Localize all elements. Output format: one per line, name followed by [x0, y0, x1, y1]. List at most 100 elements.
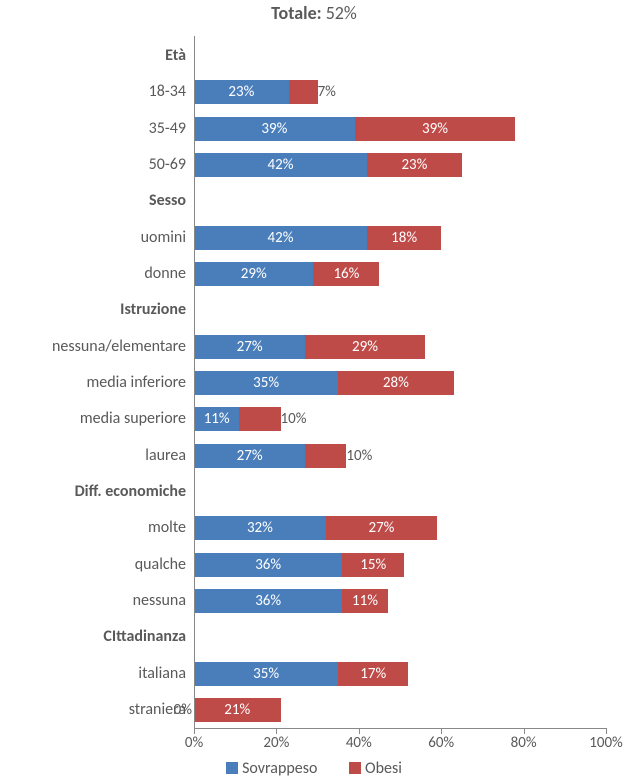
legend-item-obesi: Obesi — [349, 759, 402, 778]
row-label: qualche — [0, 557, 186, 573]
x-tick-label: 100% — [589, 734, 623, 752]
bar-segment-obesi: 7% — [289, 80, 318, 104]
bar-value-obesi: 10% — [281, 407, 307, 431]
y-axis-labels: Età 18-34 35-49 50-69 Sesso uomini donne Istruz… — [0, 36, 186, 728]
group-label: Età — [0, 48, 186, 64]
bar-row: 27%29% — [194, 335, 425, 359]
bar-value-obesi: 10% — [346, 444, 372, 468]
bar-segment-sovrappeso: 27% — [194, 335, 305, 359]
bar-segment-sovrappeso: 35% — [194, 371, 338, 395]
bar-row: 35%17% — [194, 662, 408, 686]
bar-value-sovrappeso: 29% — [194, 262, 313, 286]
row-label: nessuna — [0, 593, 186, 609]
row-label: straniera — [0, 702, 186, 718]
bar-segment-sovrappeso: 27% — [194, 444, 305, 468]
bar-value-sovrappeso: 32% — [194, 516, 326, 540]
bar-value-sovrappeso: 36% — [194, 553, 342, 577]
bar-value-sovrappeso: 36% — [194, 589, 342, 613]
bar-row: 29%16% — [194, 262, 379, 286]
bar-row: 39%39% — [194, 117, 515, 141]
row-label: italiana — [0, 666, 186, 682]
bar-row: 35%28% — [194, 371, 454, 395]
legend-label-1: Sovrappeso — [242, 759, 317, 778]
x-tick-label: 40% — [346, 734, 372, 752]
bar-segment-obesi: 18% — [367, 226, 441, 250]
bar-segment-sovrappeso: 11% — [194, 407, 239, 431]
x-tick-label: 20% — [263, 734, 289, 752]
bar-segment-sovrappeso: 39% — [194, 117, 355, 141]
bar-value-obesi: 11% — [342, 589, 387, 613]
bar-segment-obesi: 28% — [338, 371, 453, 395]
title-prefix: Totale: — [271, 2, 321, 24]
group-label: Istruzione — [0, 302, 186, 318]
bar-segment-obesi: 10% — [239, 407, 280, 431]
bar-row: 11%10% — [194, 407, 281, 431]
x-tick-label: 60% — [428, 734, 454, 752]
bar-segment-obesi: 27% — [326, 516, 437, 540]
bar-segment-obesi: 10% — [305, 444, 346, 468]
group-label: Sesso — [0, 193, 186, 209]
y-axis-line — [194, 36, 195, 728]
bar-value-sovrappeso: 39% — [194, 117, 355, 141]
row-label: nessuna/elementare — [0, 339, 186, 355]
bar-segment-sovrappeso: 36% — [194, 589, 342, 613]
row-label: donne — [0, 266, 186, 282]
bar-segment-obesi: 29% — [305, 335, 424, 359]
group-label: CIttadinanza — [0, 629, 186, 645]
legend-label-2: Obesi — [365, 759, 402, 778]
bar-value-obesi: 15% — [342, 553, 404, 577]
bar-value-obesi: 7% — [318, 80, 336, 104]
bar-value-obesi: 28% — [338, 371, 453, 395]
bar-segment-sovrappeso: 42% — [194, 226, 367, 250]
legend-swatch-1 — [226, 762, 238, 774]
plot-area: 23%7%39%39%42%23%42%18%29%16%27%29%35%28… — [194, 36, 606, 728]
bar-value-obesi: 18% — [367, 226, 441, 250]
row-label: media inferiore — [0, 375, 186, 391]
bar-value-sovrappeso: 11% — [194, 407, 239, 431]
row-label: laurea — [0, 448, 186, 464]
bar-row: 42%23% — [194, 153, 462, 177]
bar-value-obesi: 27% — [326, 516, 437, 540]
chart-title: Totale: 52% — [0, 2, 628, 24]
x-tick-label: 0% — [185, 734, 203, 752]
bar-value-sovrappeso: 42% — [194, 153, 367, 177]
bar-segment-obesi: 11% — [342, 589, 387, 613]
bar-value-sovrappeso: 27% — [194, 335, 305, 359]
bar-value-sovrappeso: 27% — [194, 444, 305, 468]
bar-value-sovrappeso: 42% — [194, 226, 367, 250]
bar-segment-obesi: 23% — [367, 153, 462, 177]
bar-segment-obesi: 15% — [342, 553, 404, 577]
group-label: Diff. economiche — [0, 484, 186, 500]
bar-value-sovrappeso: 35% — [194, 371, 338, 395]
legend: Sovrappeso Obesi — [0, 759, 628, 780]
x-axis-line — [194, 728, 606, 729]
bar-row: 42%18% — [194, 226, 441, 250]
bar-segment-obesi: 17% — [338, 662, 408, 686]
bar-value-sovrappeso: 23% — [194, 80, 289, 104]
bar-segment-obesi: 21% — [194, 698, 281, 722]
bar-segment-sovrappeso: 23% — [194, 80, 289, 104]
bar-row: 0%21% — [194, 698, 281, 722]
bar-row: 36%11% — [194, 589, 388, 613]
bar-segment-sovrappeso: 32% — [194, 516, 326, 540]
row-label: media superiore — [0, 411, 186, 427]
bar-segment-sovrappeso: 36% — [194, 553, 342, 577]
bar-value-sovrappeso: 0% — [174, 698, 194, 722]
bar-value-obesi: 39% — [355, 117, 516, 141]
title-value: 52% — [326, 2, 357, 24]
bar-value-obesi: 23% — [367, 153, 462, 177]
bar-segment-sovrappeso: 35% — [194, 662, 338, 686]
bar-value-obesi: 16% — [313, 262, 379, 286]
bar-row: 27%10% — [194, 444, 346, 468]
bar-segment-obesi: 39% — [355, 117, 516, 141]
row-label: 35-49 — [0, 121, 186, 137]
row-label: 50-69 — [0, 157, 186, 173]
row-label: uomini — [0, 230, 186, 246]
bar-value-sovrappeso: 35% — [194, 662, 338, 686]
bar-segment-sovrappeso: 42% — [194, 153, 367, 177]
row-label: 18-34 — [0, 84, 186, 100]
legend-item-sovrappeso: Sovrappeso — [226, 759, 317, 778]
bar-row: 36%15% — [194, 553, 404, 577]
legend-swatch-2 — [349, 762, 361, 774]
x-tick-label: 80% — [511, 734, 537, 752]
